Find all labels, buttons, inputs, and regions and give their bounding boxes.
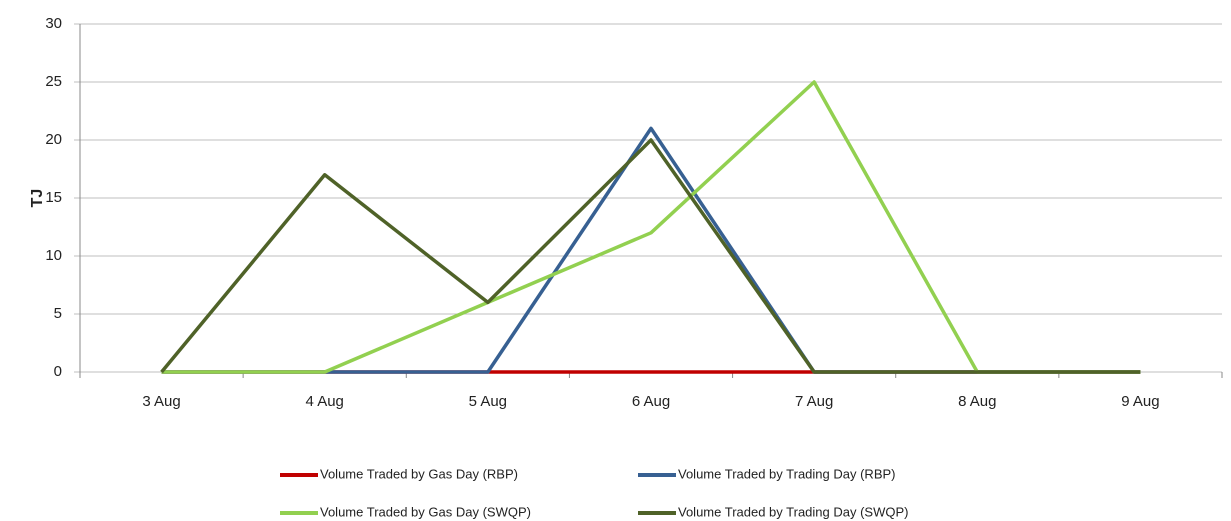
y-axis-label: TJ bbox=[29, 189, 46, 208]
x-tick-label: 4 Aug bbox=[306, 393, 344, 410]
legend-label: Volume Traded by Trading Day (RBP) bbox=[678, 466, 896, 481]
series-line bbox=[161, 80, 1141, 374]
x-tick-label: 7 Aug bbox=[795, 393, 833, 410]
legend-label: Volume Traded by Gas Day (RBP) bbox=[320, 466, 518, 481]
legend: Volume Traded by Gas Day (RBP) Volume Tra… bbox=[280, 466, 908, 519]
series-line bbox=[161, 126, 1141, 374]
y-tick-label: 15 bbox=[45, 189, 62, 206]
x-tick-label: 8 Aug bbox=[958, 393, 996, 410]
y-tick-label: 5 bbox=[54, 305, 62, 322]
x-tick-label: 9 Aug bbox=[1121, 393, 1159, 410]
legend-label: Volume Traded by Trading Day (SWQP) bbox=[678, 504, 908, 519]
y-tick-label: 20 bbox=[45, 131, 62, 148]
y-tick-label: 30 bbox=[45, 15, 62, 32]
y-tick-label: 0 bbox=[54, 363, 62, 380]
series-line bbox=[160, 138, 1141, 374]
x-tick-label: 3 Aug bbox=[142, 393, 180, 410]
legend-label: Volume Traded by Gas Day (SWQP) bbox=[320, 504, 531, 519]
y-tick-label: 10 bbox=[45, 247, 62, 264]
x-tick-label: 5 Aug bbox=[469, 393, 507, 410]
y-tick-label: 25 bbox=[45, 73, 62, 90]
x-tick-label: 6 Aug bbox=[632, 393, 670, 410]
